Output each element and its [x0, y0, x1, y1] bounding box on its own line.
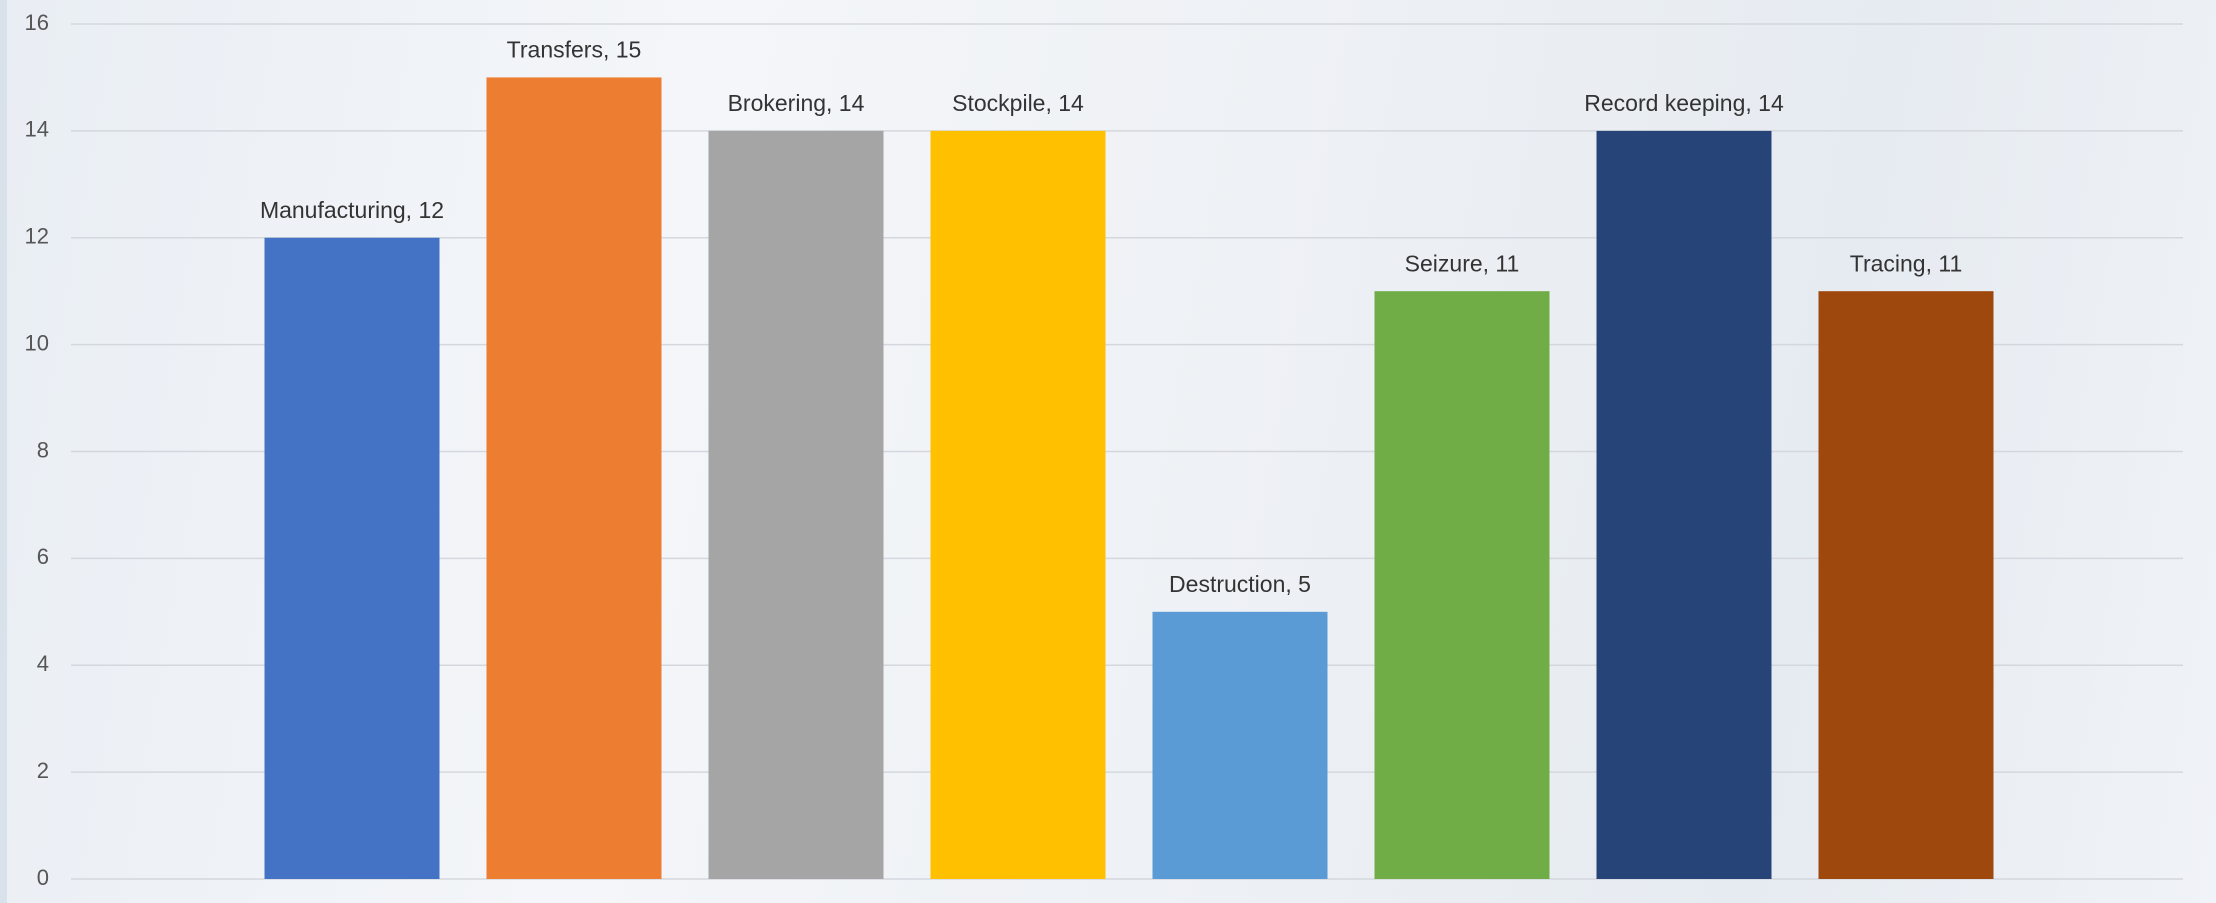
left-edge	[0, 0, 7, 903]
bar	[1152, 611, 1328, 879]
bar	[1596, 130, 1772, 879]
y-tick-label: 12	[25, 224, 49, 249]
y-tick-label: 0	[37, 865, 49, 890]
bar	[264, 237, 440, 879]
y-tick-label: 16	[25, 10, 49, 35]
data-label: Manufacturing, 12	[260, 197, 444, 223]
bar	[1818, 291, 1994, 879]
data-label: Seizure, 11	[1405, 250, 1520, 276]
bar	[1374, 291, 1550, 879]
data-label: Record keeping, 14	[1584, 90, 1784, 116]
data-label: Brokering, 14	[728, 90, 865, 116]
bar	[930, 130, 1106, 879]
y-tick-label: 2	[37, 758, 49, 783]
data-label: Tracing, 11	[1850, 250, 1963, 276]
bar	[486, 77, 662, 879]
y-tick-label: 10	[25, 330, 49, 355]
y-tick-label: 8	[37, 437, 49, 462]
y-tick-label: 14	[25, 117, 49, 142]
bar	[708, 130, 884, 879]
y-tick-label: 6	[37, 544, 49, 569]
y-tick-label: 4	[37, 651, 49, 676]
data-label: Transfers, 15	[507, 37, 642, 63]
data-label: Stockpile, 14	[952, 90, 1084, 116]
data-label: Destruction, 5	[1169, 571, 1311, 597]
